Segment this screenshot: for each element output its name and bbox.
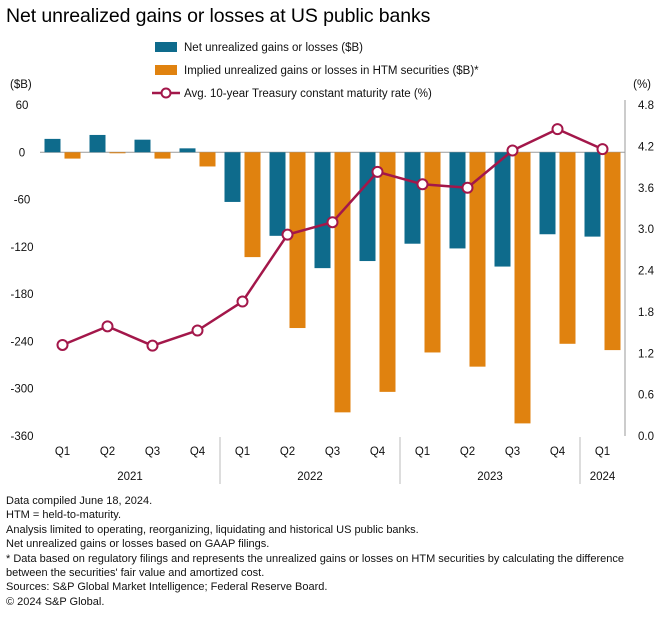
htm-bar bbox=[604, 152, 621, 351]
rate-point bbox=[326, 216, 339, 229]
quarter-label: Q3 bbox=[325, 446, 340, 458]
footnote-line: Data compiled June 18, 2024. bbox=[6, 495, 153, 507]
net-bar bbox=[314, 152, 331, 269]
left-tick-label: 0 bbox=[19, 147, 25, 159]
legend-label: Net unrealized gains or losses ($B) bbox=[184, 42, 363, 54]
year-label: 2022 bbox=[297, 471, 323, 483]
right-tick-label: 1.8 bbox=[638, 307, 654, 319]
rate-point bbox=[236, 295, 249, 308]
right-tick-label: 3.6 bbox=[638, 183, 654, 195]
left-axis-ticks: 60 0 -60 -120 -180 -240 -300 -360 bbox=[10, 100, 33, 443]
quarter-label: Q3 bbox=[145, 446, 160, 458]
quarter-label: Q4 bbox=[550, 446, 566, 458]
chart-title: Net unrealized gains or losses at US pub… bbox=[6, 5, 431, 27]
legend: Net unrealized gains or losses ($B) Impli… bbox=[152, 42, 479, 100]
rate-point bbox=[371, 165, 384, 178]
right-tick-label: 0.0 bbox=[638, 431, 654, 443]
footnote-line: HTM = held-to-maturity. bbox=[6, 509, 122, 522]
net-bar bbox=[179, 148, 196, 153]
net-bar bbox=[449, 152, 466, 249]
right-tick-label: 4.2 bbox=[638, 141, 654, 153]
quarter-label: Q2 bbox=[280, 446, 295, 458]
legend-swatch-net bbox=[155, 42, 177, 52]
net-bar bbox=[494, 152, 511, 267]
rate-line bbox=[56, 123, 609, 352]
htm-bar bbox=[154, 152, 171, 159]
footnote-line: Net unrealized gains or losses based on … bbox=[6, 538, 270, 551]
footnote-line: © 2024 S&P Global. bbox=[6, 595, 105, 608]
quarter-label: Q1 bbox=[235, 446, 250, 458]
net-bar bbox=[269, 152, 286, 236]
legend-label: Avg. 10-year Treasury constant maturity … bbox=[184, 88, 432, 100]
left-tick-label: -60 bbox=[14, 195, 31, 207]
footnote-line: Analysis limited to operating, reorganiz… bbox=[6, 523, 419, 536]
quarter-label: Q3 bbox=[505, 446, 520, 458]
htm-bar bbox=[109, 152, 126, 154]
rate-point bbox=[506, 144, 519, 157]
rate-point bbox=[596, 143, 609, 156]
right-tick-label: 2.4 bbox=[638, 266, 655, 278]
rate-point bbox=[416, 178, 429, 191]
net-bar bbox=[224, 152, 241, 202]
left-tick-label: -120 bbox=[10, 242, 33, 254]
footnotes: Data compiled June 18, 2024. HTM = held-t… bbox=[6, 494, 656, 609]
net-bar bbox=[134, 139, 151, 153]
left-tick-label: -240 bbox=[10, 336, 33, 348]
chart: Net unrealized gains or losses ($B) Impli… bbox=[10, 42, 655, 484]
rate-point bbox=[191, 324, 204, 337]
quarter-label: Q4 bbox=[370, 446, 386, 458]
quarter-label: Q2 bbox=[460, 446, 475, 458]
legend-label: Implied unrealized gains or losses in HT… bbox=[184, 65, 479, 77]
net-bar bbox=[44, 138, 61, 153]
rate-point bbox=[461, 181, 474, 194]
htm-bar bbox=[64, 152, 81, 159]
htm-bar bbox=[334, 152, 351, 413]
legend-swatch-htm bbox=[155, 65, 177, 75]
left-tick-label: -180 bbox=[10, 289, 33, 301]
htm-bar bbox=[514, 152, 531, 424]
net-bar bbox=[584, 152, 601, 237]
left-tick-label: 60 bbox=[16, 100, 29, 112]
rate-point bbox=[101, 320, 114, 333]
quarter-label: Q4 bbox=[190, 446, 206, 458]
quarter-label: Q1 bbox=[595, 446, 610, 458]
right-tick-label: 3.0 bbox=[638, 224, 654, 236]
quarter-label: Q1 bbox=[415, 446, 430, 458]
axes bbox=[40, 100, 626, 436]
htm-bar bbox=[424, 152, 441, 353]
net-bar bbox=[539, 152, 556, 235]
rate-point bbox=[281, 228, 294, 241]
year-label: 2023 bbox=[477, 471, 503, 483]
rate-point bbox=[146, 339, 159, 352]
htm-bar bbox=[289, 152, 306, 329]
right-tick-label: 0.6 bbox=[638, 390, 654, 402]
htm-bar bbox=[469, 152, 486, 367]
x-axis: Q1 Q2 Q3 Q4 Q1 Q2 Q3 Q4 Q1 Q2 Q3 Q4 Q1 2021 2022 2023 20… bbox=[55, 437, 616, 484]
quarter-label: Q1 bbox=[55, 446, 70, 458]
right-tick-label: 4.8 bbox=[638, 100, 654, 112]
year-label: 2024 bbox=[590, 471, 616, 483]
bars bbox=[44, 134, 621, 424]
left-tick-label: -360 bbox=[10, 431, 33, 443]
year-label: 2021 bbox=[117, 471, 143, 483]
htm-bar bbox=[379, 152, 396, 392]
quarter-label: Q2 bbox=[100, 446, 115, 458]
footnote-line: Sources: S&P Global Market Intelligence;… bbox=[6, 581, 328, 594]
net-bar bbox=[89, 134, 106, 153]
htm-bar bbox=[199, 152, 216, 167]
net-bar bbox=[404, 152, 421, 244]
legend-marker-rate bbox=[160, 87, 172, 99]
right-axis-ticks: 4.8 4.2 3.6 3.0 2.4 1.8 1.2 0.6 0.0 bbox=[638, 100, 655, 443]
left-axis-unit: ($B) bbox=[10, 79, 32, 91]
rate-point bbox=[551, 123, 564, 136]
htm-bar bbox=[559, 152, 576, 344]
left-tick-label: -300 bbox=[10, 384, 33, 396]
htm-bar bbox=[244, 152, 261, 258]
footnote-line: * Data based on regulatory filings and r… bbox=[6, 552, 628, 580]
rate-point bbox=[56, 338, 69, 351]
right-axis-unit: (%) bbox=[633, 79, 651, 91]
right-tick-label: 1.2 bbox=[638, 348, 654, 360]
